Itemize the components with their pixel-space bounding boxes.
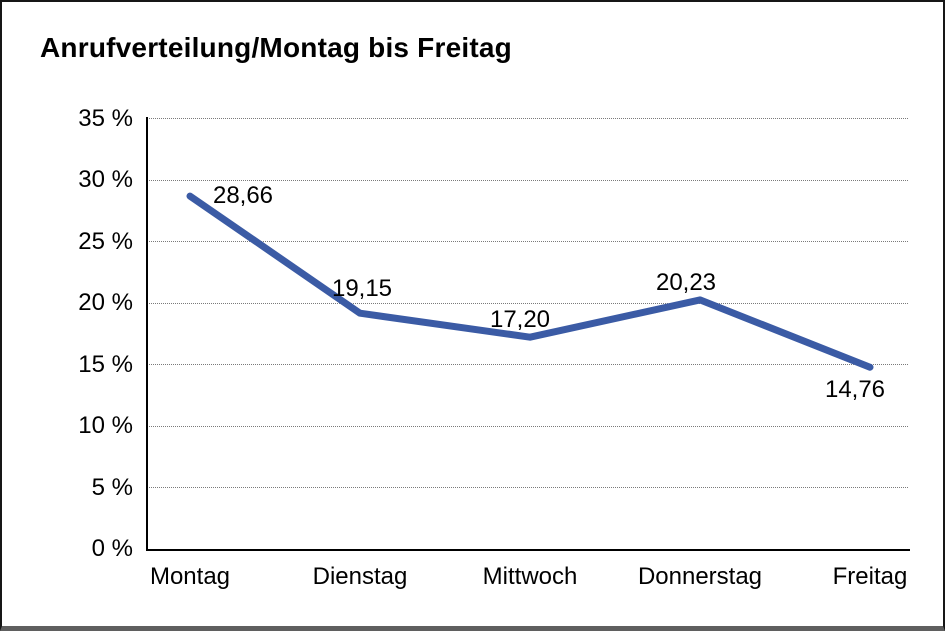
gridline-10 bbox=[149, 426, 908, 427]
y-tick-label: 25 % bbox=[78, 228, 133, 255]
gridline-35 bbox=[149, 118, 908, 119]
data-label: 14,76 bbox=[824, 376, 886, 403]
gridline-25 bbox=[149, 241, 908, 242]
x-category-label: Dienstag bbox=[312, 563, 408, 590]
gridline-15 bbox=[149, 364, 908, 365]
y-tick-label: 10 % bbox=[78, 412, 133, 439]
data-label: 17,20 bbox=[489, 306, 551, 333]
x-category-label: Freitag bbox=[832, 563, 908, 590]
gridline-20 bbox=[149, 303, 908, 304]
gridline-5 bbox=[149, 487, 908, 488]
page-title: Anrufverteilung/Montag bis Freitag bbox=[40, 32, 512, 63]
y-tick-label: 15 % bbox=[78, 351, 133, 378]
data-label: 28,66 bbox=[212, 182, 274, 209]
y-tick-label: 35 % bbox=[78, 105, 133, 132]
data-label: 19,15 bbox=[331, 275, 393, 302]
x-category-label: Mittwoch bbox=[482, 563, 578, 590]
y-tick-label: 5 % bbox=[91, 474, 133, 501]
data-label: 20,23 bbox=[655, 269, 717, 296]
x-axis-line bbox=[146, 549, 910, 551]
y-tick-label: 30 % bbox=[78, 166, 133, 193]
y-axis-line bbox=[146, 117, 148, 551]
y-tick-label: 20 % bbox=[78, 289, 133, 316]
x-category-label: Montag bbox=[149, 563, 231, 590]
x-category-label: Donnerstag bbox=[637, 563, 763, 590]
gridline-30 bbox=[149, 180, 908, 181]
y-tick-label: 0 % bbox=[91, 535, 133, 562]
data-line bbox=[186, 192, 874, 371]
